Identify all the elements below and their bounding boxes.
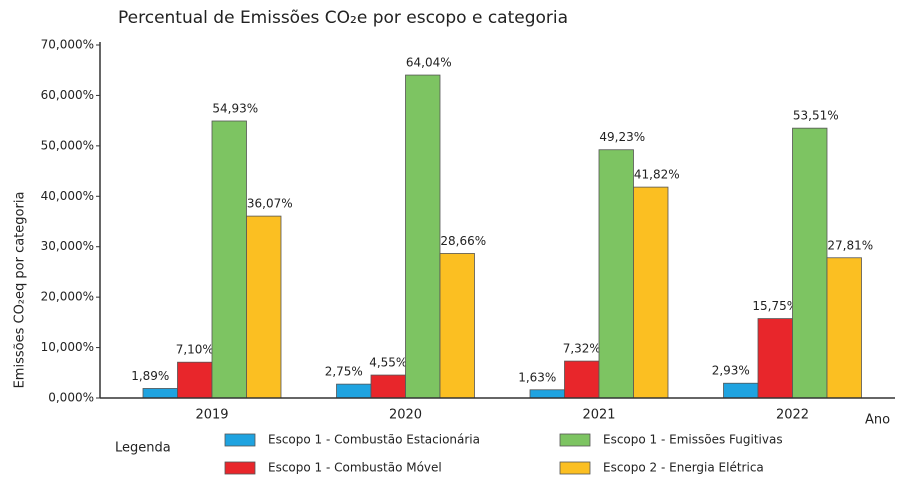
bar <box>826 257 862 399</box>
x-axis-label: Ano <box>865 413 890 428</box>
bar <box>529 389 565 399</box>
y-tick-label: 30,000% <box>41 239 94 253</box>
value-label: 2,75% <box>325 365 363 379</box>
bar <box>723 382 759 399</box>
value-label: 64,04% <box>406 56 452 70</box>
chart-title: Percentual de Emissões CO₂e por escopo e… <box>118 8 568 28</box>
bar <box>142 388 178 399</box>
value-label: 15,75% <box>752 299 798 313</box>
value-label: 7,10% <box>176 343 214 357</box>
y-tick-label: 50,000% <box>41 138 94 152</box>
legend-swatch <box>224 461 256 475</box>
value-label: 7,32% <box>563 342 601 356</box>
x-tick-label: 2019 <box>195 408 228 423</box>
value-label: 41,82% <box>634 168 680 182</box>
legend-title: Legenda <box>115 441 171 456</box>
bar <box>792 127 828 399</box>
bar <box>564 360 600 399</box>
bar <box>211 120 247 399</box>
bar <box>246 215 282 399</box>
value-label: 49,23% <box>599 130 645 144</box>
value-label: 54,93% <box>212 101 258 115</box>
value-label: 36,07% <box>247 197 293 211</box>
legend-label: Escopo 2 - Energia Elétrica <box>603 461 764 475</box>
value-label: 2,93% <box>712 364 750 378</box>
legend-label: Escopo 1 - Emissões Fugitivas <box>603 433 783 447</box>
x-tick-label: 2020 <box>389 408 422 423</box>
bar <box>757 318 793 399</box>
legend-swatch <box>559 433 591 447</box>
bar <box>598 149 634 399</box>
y-tick-label: 20,000% <box>41 290 94 304</box>
value-label: 28,66% <box>440 234 486 248</box>
legend-label: Escopo 1 - Combustão Estacionária <box>268 433 480 447</box>
value-label: 4,55% <box>369 356 407 370</box>
x-tick-label: 2021 <box>582 408 615 423</box>
y-tick-label: 60,000% <box>41 88 94 102</box>
bar <box>177 361 213 399</box>
bar <box>336 383 372 399</box>
value-label: 1,89% <box>131 369 169 383</box>
bar <box>439 253 475 399</box>
y-tick-label: 0,000% <box>48 391 94 405</box>
value-label: 1,63% <box>518 370 556 384</box>
legend-swatch <box>559 461 591 475</box>
bar <box>633 186 669 399</box>
bar <box>405 74 441 399</box>
y-axis-label: Emissões CO₂eq por categoria <box>13 192 28 389</box>
legend-swatch <box>224 433 256 447</box>
value-label: 27,81% <box>827 238 873 252</box>
y-tick-label: 70,000% <box>41 38 94 52</box>
legend-label: Escopo 1 - Combustão Móvel <box>268 461 442 475</box>
bar <box>370 374 406 399</box>
y-tick-label: 10,000% <box>41 340 94 354</box>
y-tick-label: 40,000% <box>41 189 94 203</box>
x-tick-label: 2022 <box>776 408 809 423</box>
value-label: 53,51% <box>793 109 839 123</box>
